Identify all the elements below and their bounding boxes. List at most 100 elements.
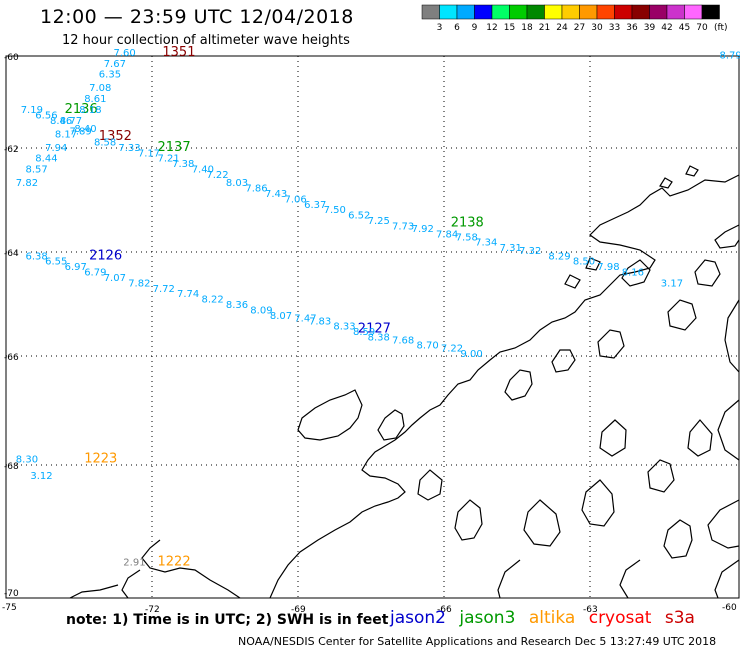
swh-value: 2.91 xyxy=(123,558,145,569)
colorbar-label: 24 xyxy=(556,23,568,33)
swh-value: 7.40 xyxy=(192,165,214,176)
swh-value: 7.68 xyxy=(392,335,414,346)
swh-value: 7.50 xyxy=(324,205,346,216)
colorbar-label: 6 xyxy=(454,23,460,33)
swh-value: 7.58 xyxy=(456,232,478,243)
lon-label: -72 xyxy=(145,605,160,615)
pass-label: 2137 xyxy=(158,140,191,155)
lat-label: -64 xyxy=(4,249,19,259)
swh-value: 8.17 xyxy=(55,129,77,140)
pass-label: 2136 xyxy=(65,102,98,117)
colorbar-unit: (ft) xyxy=(714,23,728,33)
swh-value: 7.06 xyxy=(285,194,307,205)
swh-value: 7.74 xyxy=(177,289,199,300)
lon-label: -69 xyxy=(291,605,306,615)
colorbar-label: 15 xyxy=(504,23,515,33)
colorbar-swatch xyxy=(474,4,493,20)
colorbar-label: 30 xyxy=(591,23,603,33)
lat-label: -66 xyxy=(4,353,19,363)
swh-value: 7.19 xyxy=(21,105,43,116)
colorbar-label: 39 xyxy=(644,23,656,33)
lon-label: -75 xyxy=(2,603,17,613)
swh-value: 7.31 xyxy=(500,243,522,254)
swh-value: 7.84 xyxy=(436,230,458,241)
legend-cryosat: cryosat xyxy=(588,608,652,628)
lat-label: -68 xyxy=(4,462,19,472)
swh-value: 7.22 xyxy=(206,170,228,181)
swh-value: 8.18 xyxy=(79,105,101,116)
lon-labels: -75 -72 -69 -66 -63 -60 xyxy=(2,603,737,615)
colorbar-swatch xyxy=(456,4,475,20)
map-frame xyxy=(5,55,740,599)
legend-altika: altika xyxy=(528,608,576,628)
swh-value: 7.67 xyxy=(104,59,126,70)
swh-value: 8.44 xyxy=(35,154,57,165)
pass-label: 1351 xyxy=(162,45,195,60)
swh-value: 7.73 xyxy=(392,221,414,232)
colorbar-swatch xyxy=(666,4,685,20)
swh-value: 8.29 xyxy=(548,251,570,262)
swh-value: 8.22 xyxy=(202,295,224,306)
legend-jason3: jason3 xyxy=(459,608,516,628)
coastline xyxy=(69,165,740,599)
swh-value: 8.07 xyxy=(270,311,292,322)
swh-value: 7.82 xyxy=(128,278,150,289)
pass-label: 2126 xyxy=(89,248,122,263)
colorbar-label: 18 xyxy=(521,23,533,33)
colorbar-swatch xyxy=(614,4,633,20)
colorbar-swatch xyxy=(491,4,510,20)
satellite-legend: jason2 jason3 altika cryosat s3a xyxy=(390,608,703,628)
swh-value: 7.83 xyxy=(309,316,331,327)
swh-value: 6.38 xyxy=(26,251,48,262)
colorbar-swatch xyxy=(579,4,598,20)
swh-value: 6.79 xyxy=(84,268,106,279)
footnote: note: 1) Time is in UTC; 2) SWH is in fe… xyxy=(66,612,389,628)
swh-value: 8.58 xyxy=(94,137,116,148)
lat-label: -62 xyxy=(4,145,19,155)
colorbar-swatch xyxy=(561,4,580,20)
colorbar-swatch xyxy=(596,4,615,20)
lat-label: -70 xyxy=(4,589,19,599)
swh-value: 8.59 xyxy=(353,327,375,338)
swh-value: 7.89 xyxy=(70,127,92,138)
colorbar-label: 3 xyxy=(437,23,443,33)
swh-value: 8.16 xyxy=(622,268,644,279)
legend-jason2: jason2 xyxy=(390,608,446,628)
swh-value: 8.36 xyxy=(226,300,248,311)
colorbar-swatch xyxy=(631,4,650,20)
swh-value: 6.55 xyxy=(45,257,67,268)
pass-label: 2127 xyxy=(358,321,391,336)
swh-value: 7.43 xyxy=(265,189,287,200)
swh-value-layer: 7.607.676.35 7.088.618.18 7.196.568.468.77… xyxy=(16,48,740,569)
swh-value: 7.72 xyxy=(153,284,175,295)
swh-value: 6.56 xyxy=(35,110,57,121)
swh-value: 7.94 xyxy=(45,143,67,154)
swh-value: 6.35 xyxy=(99,70,121,81)
swh-value: 8.33 xyxy=(333,322,355,333)
swh-value: 7.17 xyxy=(138,148,160,159)
swh-value: 8.79 xyxy=(720,51,740,62)
colorbar-label: 12 xyxy=(486,23,497,33)
swh-value: 7.47 xyxy=(294,314,316,325)
swh-value: 7.34 xyxy=(475,238,497,249)
swh-value: 8.77 xyxy=(60,116,82,127)
colorbar-label: 42 xyxy=(661,23,672,33)
colorbar-label: 45 xyxy=(679,23,690,33)
pass-label: 1352 xyxy=(99,129,132,144)
swh-value: 8.03 xyxy=(226,178,248,189)
credit-line: NOAA/NESDIS Center for Satellite Applica… xyxy=(238,635,717,648)
colorbar-swatch xyxy=(544,4,563,20)
graticule xyxy=(6,56,739,598)
swh-value: 7.38 xyxy=(172,159,194,170)
map-subtitle: 12 hour collection of altimeter wave hei… xyxy=(62,33,350,48)
swh-value: 8.57 xyxy=(26,165,48,176)
lon-label: -63 xyxy=(583,605,598,615)
swh-value: 7.22 xyxy=(441,343,463,354)
colorbar-swatch xyxy=(509,4,528,20)
swh-value: 8.46 xyxy=(50,116,72,127)
swh-value: 6.52 xyxy=(348,211,370,222)
swh-value: 7.60 xyxy=(114,48,136,59)
pass-label: 1223 xyxy=(84,452,117,467)
swh-value: 7.33 xyxy=(118,143,140,154)
legend-s3a: s3a xyxy=(664,608,695,628)
